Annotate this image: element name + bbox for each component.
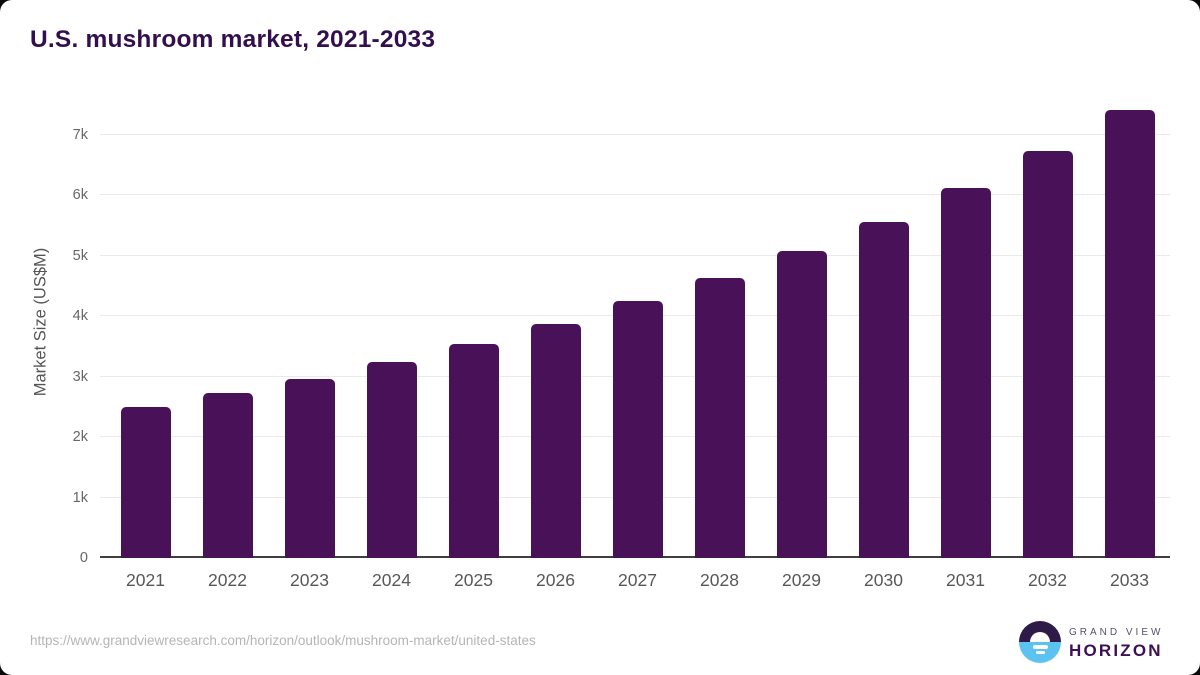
bar-2024[interactable] bbox=[366, 361, 417, 558]
bar-2022[interactable] bbox=[202, 392, 253, 558]
x-tick-label: 2027 bbox=[618, 570, 657, 590]
x-tick-label: 2029 bbox=[782, 570, 821, 590]
bar-2032[interactable] bbox=[1022, 151, 1073, 558]
bar-2025[interactable] bbox=[448, 343, 499, 558]
y-tick-label: 5k bbox=[72, 247, 88, 264]
bar-2031[interactable] bbox=[940, 188, 991, 558]
y-tick-label: 2k bbox=[72, 429, 88, 445]
logo-reflection-line bbox=[1032, 645, 1048, 649]
logo-wordmark: GRAND VIEW HORIZON bbox=[1069, 627, 1163, 661]
brand-logo[interactable]: GRAND VIEW HORIZON bbox=[1019, 620, 1170, 666]
chart-title: U.S. mushroom market, 2021-2033 bbox=[30, 26, 436, 53]
bar-2021[interactable] bbox=[120, 406, 171, 558]
x-tick-label: 2031 bbox=[946, 570, 985, 590]
x-tick-label: 2033 bbox=[1110, 570, 1149, 590]
logo-grand-view-label: GRAND VIEW bbox=[1069, 627, 1164, 638]
bar-2023[interactable] bbox=[284, 378, 335, 558]
gridline bbox=[100, 133, 1170, 135]
y-tick-label: 1k bbox=[72, 489, 88, 506]
y-tick-label: 0 bbox=[79, 550, 88, 566]
bar-2028[interactable] bbox=[694, 277, 745, 558]
x-tick-label: 2024 bbox=[372, 570, 411, 590]
logo-sky bbox=[1019, 621, 1061, 642]
x-tick-label: 2025 bbox=[454, 570, 493, 590]
x-tick-label: 2028 bbox=[700, 570, 739, 590]
x-tick-label: 2021 bbox=[126, 570, 165, 590]
horizon-logo-icon bbox=[1019, 621, 1061, 663]
y-tick-label: 6k bbox=[72, 187, 88, 203]
y-tick-label: 3k bbox=[72, 368, 88, 385]
y-tick-label: 7k bbox=[72, 126, 88, 143]
bar-2027[interactable] bbox=[612, 301, 663, 558]
bar-2030[interactable] bbox=[858, 222, 909, 558]
gridline bbox=[100, 254, 1170, 256]
logo-horizon-label: HORIZON bbox=[1069, 641, 1163, 660]
x-tick-label: 2023 bbox=[290, 570, 329, 590]
logo-reflection-line bbox=[1035, 651, 1045, 654]
logo-sun-icon bbox=[1030, 632, 1050, 642]
x-tick-label: 2026 bbox=[536, 570, 575, 590]
x-tick-label: 2032 bbox=[1028, 570, 1067, 590]
bar-2026[interactable] bbox=[530, 323, 581, 558]
source-url: https://www.grandviewresearch.com/horizo… bbox=[30, 633, 536, 648]
plot-area bbox=[100, 100, 1170, 558]
x-tick-label: 2022 bbox=[208, 570, 247, 590]
y-tick-label: 4k bbox=[72, 308, 88, 324]
bar-2029[interactable] bbox=[776, 251, 827, 558]
gridline bbox=[100, 194, 1170, 195]
bar-2033[interactable] bbox=[1104, 110, 1155, 558]
x-tick-label: 2030 bbox=[864, 570, 903, 590]
